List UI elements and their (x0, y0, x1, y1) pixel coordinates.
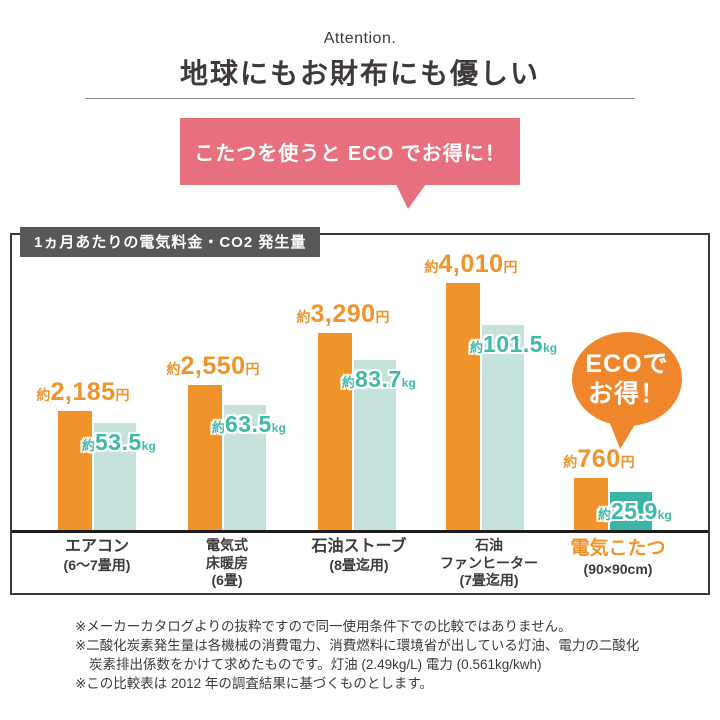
co2-value-label: 約53.5kg (82, 431, 156, 454)
category-label-line: (6〜7畳用) (63, 557, 131, 573)
plot-area: 約2,185円 約53.5kg 約2,550円 約63.5kg 約3,290円 約83.7… (12, 235, 708, 530)
label-part-unit: kg (141, 439, 156, 453)
label-part-num: 63.5 (225, 411, 272, 437)
category-label-line: 石油ストーブ (311, 538, 407, 555)
eco-badge-line2: お得！ (587, 380, 666, 408)
co2-bar (94, 423, 136, 530)
label-part-yaku: 約 (166, 361, 181, 377)
cost-bar (446, 283, 480, 530)
title-divider (85, 98, 635, 99)
chart-title: 1ヵ月あたりの電気料金・CO2 発生量 (20, 227, 321, 257)
co2-bar (354, 360, 396, 530)
label-part-yaku: 約 (563, 454, 578, 470)
category-label-line: 床暖房 (206, 554, 248, 571)
label-part-num: 760 (577, 445, 621, 473)
footnote-line: ※この比較表は 2012 年の調査結果に基づくものとします。 (75, 675, 433, 691)
cost-value-label: 約760円 (563, 447, 634, 472)
cost-bar (58, 411, 92, 530)
cost-value-label: 約4,010円 (424, 252, 517, 277)
category-label: 石油 ファンヒーター (7畳迄用) (440, 537, 538, 590)
label-part-unit: kg (543, 341, 558, 355)
eco-badge-line1: ECOで (585, 350, 669, 378)
label-part-unit: 円 (503, 259, 518, 275)
label-part-num: 2,185 (50, 378, 116, 406)
category-label-line: (6畳) (211, 572, 243, 588)
label-part-num: 101.5 (483, 331, 544, 357)
footnote-line: 炭素排出係数をかけて求めたものです。灯油 (2.49kg/L) 電力 (0.56… (89, 656, 542, 672)
label-part-yaku: 約 (212, 420, 226, 435)
chart-panel: 1ヵ月あたりの電気料金・CO2 発生量 約2,185円 約53.5kg 約2,550… (10, 227, 710, 595)
x-axis-line (12, 530, 708, 533)
category-label-line: 石油 (475, 537, 503, 553)
co2-bar (224, 405, 266, 530)
category-label-line: ファンヒーター (440, 554, 538, 571)
category-label: 電気式 床暖房 (6畳) (206, 537, 248, 590)
cost-value-label: 約3,290円 (296, 302, 389, 327)
label-part-unit: 円 (375, 309, 390, 325)
speech-bubble-tail (396, 184, 426, 209)
co2-value-label: 約83.7kg (342, 368, 416, 391)
label-part-num: 4,010 (438, 250, 504, 278)
label-part-unit: kg (657, 508, 672, 522)
label-part-num: 2,550 (180, 352, 246, 380)
label-part-yaku: 約 (36, 387, 51, 403)
category-label-line: (90×90cm) (583, 560, 653, 577)
co2-value-label: 約101.5kg (470, 333, 557, 356)
category-label-line: 電気こたつ (570, 538, 666, 559)
cost-value-label: 約2,185円 (36, 380, 129, 405)
label-part-num: 25.9 (611, 498, 658, 524)
footnote-line: ※メーカーカタログよりの抜粋ですので同一使用条件下での比較ではありません。 (75, 619, 572, 634)
speech-bubble-text: こたつを使うと ECO でお得に！ (194, 143, 506, 165)
category-label-line: 電気式 (206, 537, 248, 553)
label-part-num: 53.5 (95, 429, 142, 455)
category-label: 石油ストーブ (8畳迄用) (311, 537, 406, 575)
label-part-unit: kg (401, 376, 416, 390)
label-part-yaku: 約 (470, 340, 484, 355)
label-part-yaku: 約 (296, 309, 311, 325)
co2-value-label: 約25.9kg (598, 500, 672, 523)
footnotes: ※メーカーカタログよりの抜粋ですので同一使用条件下での比較ではありません。 ※二酸… (75, 618, 675, 694)
cost-bar (318, 333, 352, 530)
speech-bubble: こたつを使うと ECO でお得に！ (180, 118, 520, 185)
category-label-line: (8畳迄用) (329, 557, 389, 573)
page-title: 地球にもお財布にも優しい (179, 58, 540, 89)
label-part-unit: kg (271, 421, 286, 435)
co2-value-label: 約63.5kg (212, 413, 286, 436)
cost-value-label: 約2,550円 (166, 354, 259, 379)
category-label-line: エアコン (64, 538, 129, 555)
co2-bar (610, 492, 652, 530)
eco-badge: ECOで お得！ (572, 332, 682, 426)
label-part-num: 83.7 (355, 366, 402, 392)
label-part-num: 3,290 (310, 300, 376, 328)
label-part-yaku: 約 (82, 438, 96, 453)
category-label-line: (7畳迄用) (459, 572, 519, 588)
cost-bar (188, 385, 222, 530)
label-part-yaku: 約 (598, 507, 612, 522)
cost-bar (574, 478, 608, 530)
attention-label: Attention. (323, 30, 397, 47)
label-part-yaku: 約 (424, 259, 439, 275)
category-axis: エアコン (6〜7畳用) 電気式 床暖房 (6畳) 石油ストーブ (8畳迄用) 石油 ファンヒー… (12, 533, 708, 591)
label-part-unit: 円 (115, 387, 130, 403)
label-part-unit: 円 (620, 454, 635, 470)
label-part-yaku: 約 (342, 375, 356, 390)
category-label: エアコン (6〜7畳用) (64, 537, 131, 575)
label-part-unit: 円 (245, 361, 260, 377)
co2-bar (482, 325, 524, 530)
category-label: 電気こたつ (90×90cm) (570, 537, 665, 578)
footnote-line: ※二酸化炭素発生量は各機械の消費電力、消費燃料に環境省が出している灯油、電力の二… (75, 637, 640, 653)
